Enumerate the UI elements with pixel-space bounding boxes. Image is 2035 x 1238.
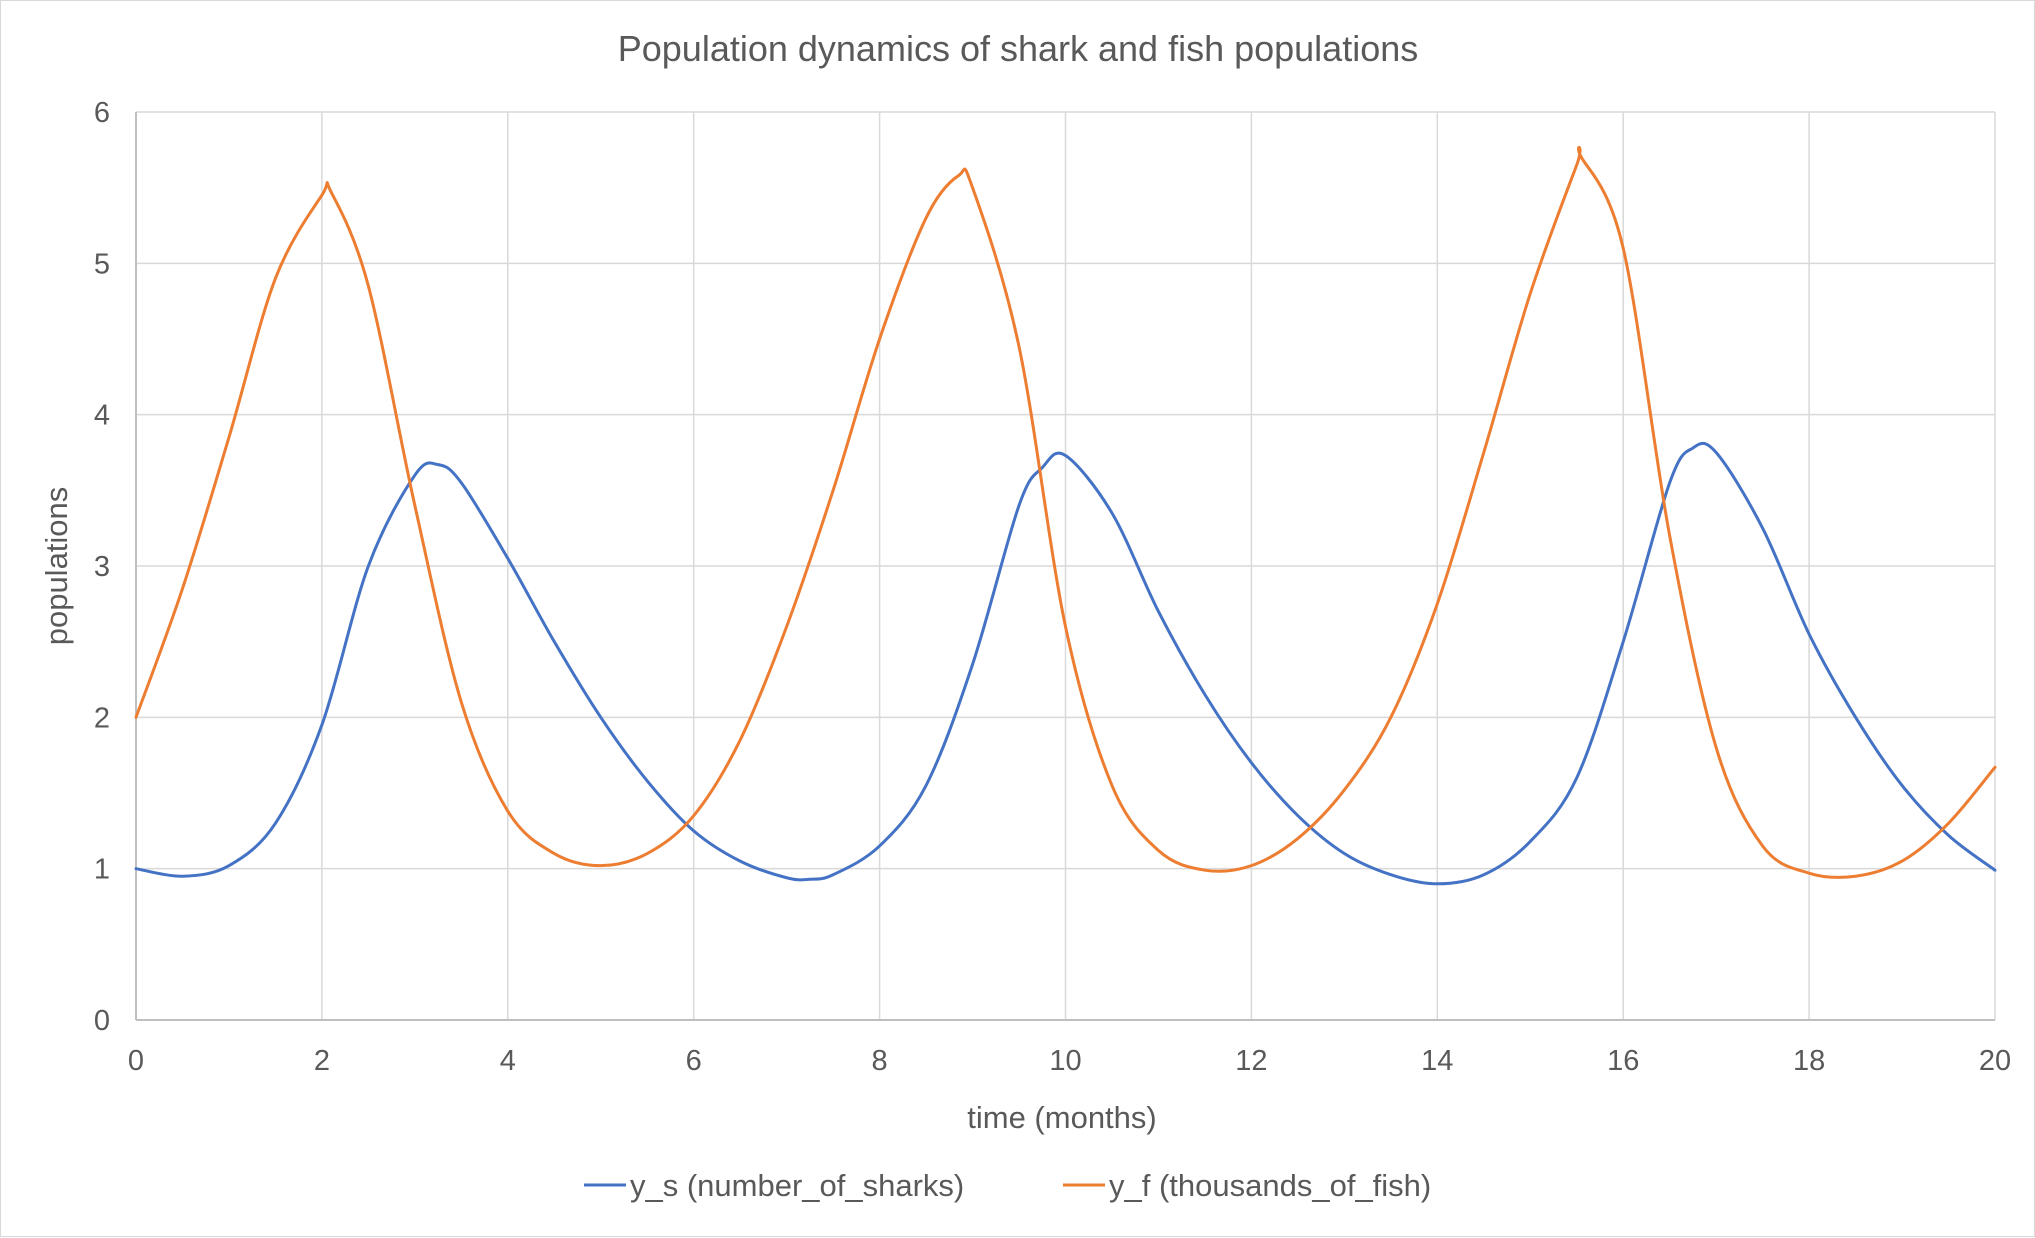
series-layer <box>134 145 1997 886</box>
x-tick-label: 16 <box>1607 1045 1639 1077</box>
chart-title: Population dynamics of shark and fish po… <box>618 28 1419 69</box>
series-line-sharks <box>134 441 1997 886</box>
x-tick-label: 4 <box>500 1045 516 1077</box>
x-tick-label: 20 <box>1979 1045 2011 1077</box>
x-tick-label: 2 <box>314 1045 330 1077</box>
y-axis-label: populations <box>39 487 74 646</box>
x-tick-label: 18 <box>1793 1045 1825 1077</box>
x-tick-label: 10 <box>1049 1045 1081 1077</box>
legend: y_s (number_of_sharks) y_f (thousands_of_… <box>584 1168 1431 1203</box>
y-tick-label: 3 <box>94 551 110 583</box>
y-tick-label: 4 <box>94 400 110 432</box>
legend-label: y_s (number_of_sharks) <box>630 1168 964 1203</box>
x-tick-label: 14 <box>1421 1045 1453 1077</box>
x-axis-label: time (months) <box>967 1100 1156 1135</box>
x-tick-label: 0 <box>128 1045 144 1077</box>
y-tick-label: 0 <box>94 1005 110 1037</box>
y-tick-label: 5 <box>94 248 110 280</box>
x-tick-label: 12 <box>1235 1045 1267 1077</box>
grid-layer <box>136 111 1996 1020</box>
x-tick-label: 6 <box>686 1045 702 1077</box>
y-tick-label: 6 <box>94 97 110 129</box>
y-tick-label: 2 <box>94 702 110 734</box>
y-tick-label: 1 <box>94 854 110 886</box>
legend-label: y_f (thousands_of_fish) <box>1109 1168 1431 1203</box>
series-line-fish <box>134 145 1997 879</box>
x-tick-label: 8 <box>872 1045 888 1077</box>
